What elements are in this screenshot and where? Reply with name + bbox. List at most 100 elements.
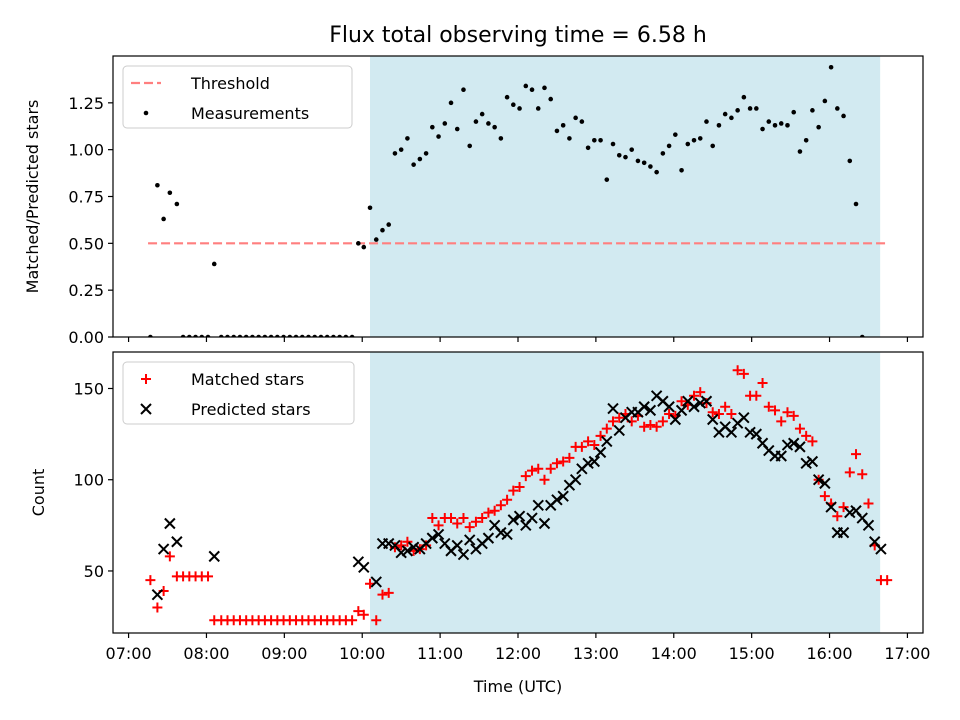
- predicted-stars-point: [644, 404, 657, 417]
- x-tick-label: 15:00: [729, 644, 775, 663]
- x-tick-label: 14:00: [651, 644, 697, 663]
- matched-stars-point: [495, 500, 506, 511]
- matched-stars-point: [757, 378, 768, 389]
- matched-stars-point: [539, 474, 550, 485]
- matched-stars-point: [713, 409, 724, 420]
- measurement-point: [841, 113, 846, 119]
- legend-box: [122, 361, 355, 425]
- matched-stars-point: [477, 513, 488, 524]
- matched-stars-point: [377, 589, 388, 600]
- matched-stars-point: [838, 502, 849, 513]
- predicted-stars-point: [738, 411, 750, 424]
- measurement-point: [778, 121, 784, 126]
- measurement-point: [610, 141, 616, 147]
- predicted-stars-point: [825, 501, 837, 513]
- predicted-stars-point: [157, 543, 170, 555]
- matched-stars-point: [508, 485, 519, 496]
- predicted-stars-point: [812, 474, 825, 486]
- predicted-stars-point: [464, 534, 476, 546]
- predicted-stars-point: [532, 499, 544, 511]
- matched-stars-point: [558, 456, 569, 467]
- matched-stars-point: [551, 458, 562, 469]
- matched-stars-point: [776, 416, 787, 427]
- predicted-stars-point: [613, 424, 625, 437]
- predicted-stars-point: [688, 401, 700, 413]
- predicted-stars-point: [607, 402, 619, 415]
- predicted-stars-point: [526, 512, 538, 524]
- matched-stars-point: [489, 505, 500, 516]
- matched-stars-point: [514, 482, 525, 493]
- matched-stars-point: [402, 536, 413, 547]
- measurement-point: [554, 128, 560, 134]
- measurement-point: [747, 106, 753, 111]
- matched-stars-point: [689, 390, 700, 401]
- matched-stars-point: [614, 412, 625, 423]
- matched-stars-point: [844, 467, 855, 478]
- matched-stars-point: [464, 522, 475, 533]
- matched-stars-point: [358, 609, 369, 620]
- matched-stars-point: [427, 513, 438, 524]
- measurement-point: [211, 261, 217, 267]
- matched-stars-point: [383, 587, 394, 598]
- legend: Threshold Measurements: [122, 65, 353, 129]
- matched-stars-point: [732, 365, 743, 376]
- predicted-stars-point: [451, 539, 463, 552]
- measurement-point: [810, 108, 815, 113]
- matched-stars-point: [738, 368, 749, 379]
- matched-stars-point: [470, 516, 481, 527]
- y-tick-label: 1.00: [68, 141, 104, 160]
- x-tick-label: 13:00: [573, 644, 619, 663]
- predicted-stars-point: [806, 455, 819, 468]
- predicted-stars-point: [638, 401, 650, 413]
- matched-stars-point: [676, 396, 687, 407]
- observing-window-shade: [370, 352, 881, 633]
- matched-stars-point: [751, 390, 762, 401]
- matched-stars-point: [164, 551, 175, 562]
- measurement-point: [161, 216, 166, 222]
- matched-stars-point: [502, 494, 513, 505]
- measurement-point: [155, 182, 160, 188]
- measurement-point: [785, 123, 790, 128]
- measurement-point: [735, 108, 740, 113]
- measurement-point: [616, 152, 622, 158]
- matched-stars-point: [720, 401, 731, 412]
- matched-stars-point: [520, 471, 531, 482]
- matched-stars-point: [583, 436, 594, 447]
- measurement-point: [479, 111, 485, 117]
- measurement-point: [822, 98, 828, 104]
- matched-stars-point: [701, 398, 712, 409]
- measurement-point: [573, 115, 578, 121]
- y-tick-label: 150: [73, 379, 104, 398]
- matched-stars-point: [801, 430, 812, 441]
- measurement-point: [486, 121, 491, 126]
- measurement-point: [423, 151, 429, 156]
- y-tick-label: 0.25: [68, 281, 104, 300]
- predicted-stars-point: [569, 474, 582, 486]
- predicted-stars-point: [837, 526, 850, 539]
- measurement-point: [567, 136, 572, 141]
- measurement-point: [710, 143, 716, 149]
- plot-area: [145, 365, 893, 626]
- matched-stars-point: [788, 410, 799, 421]
- legend-label: Measurements: [191, 104, 309, 123]
- predicted-stars-point: [370, 576, 382, 588]
- matched-stars-point: [851, 449, 862, 460]
- measurement-point: [691, 138, 697, 143]
- measurement-point: [797, 149, 803, 154]
- measurement-point: [517, 106, 522, 111]
- predicted-stars-point: [601, 435, 613, 448]
- matched-stars-point: [707, 407, 718, 418]
- measurement-point: [373, 237, 379, 242]
- measurement-point: [835, 106, 840, 111]
- predicted-stars-point: [432, 528, 445, 541]
- measurement-point: [398, 147, 404, 152]
- measurement-point: [660, 151, 666, 156]
- plot-area: [148, 64, 888, 337]
- matched-stars-point: [819, 491, 830, 502]
- x-tick-label: 08:00: [183, 644, 229, 663]
- x-tick-label: 11:00: [417, 644, 463, 663]
- predicted-stars-point: [788, 437, 800, 449]
- matched-stars-point: [446, 513, 457, 524]
- measurement-point: [492, 124, 497, 130]
- legend-label: Threshold: [190, 74, 270, 93]
